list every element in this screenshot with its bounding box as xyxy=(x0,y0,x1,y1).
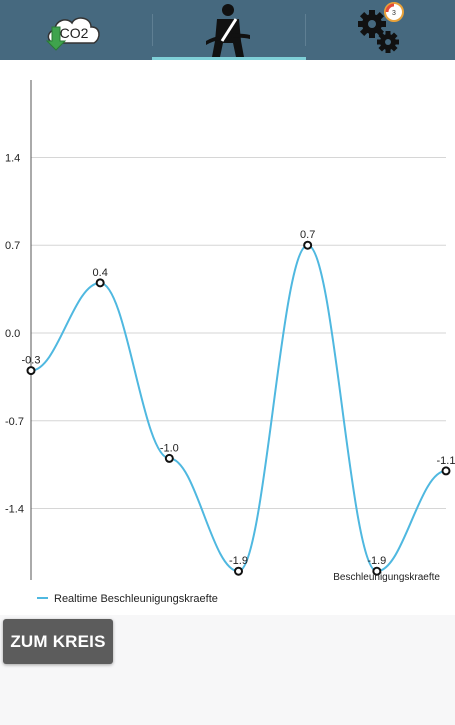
tab-settings[interactable]: 3 xyxy=(305,0,455,60)
bottom-area: ZUM KREIS xyxy=(0,615,455,725)
data-label: -1.0 xyxy=(160,442,179,454)
data-label: -1.9 xyxy=(229,555,248,567)
legend-label: Realtime Beschleunigungskraefte xyxy=(54,593,218,605)
tab-divider xyxy=(305,14,306,46)
data-point xyxy=(95,278,105,288)
seatbelt-driver-icon xyxy=(206,4,250,57)
y-tick-label: 0.0 xyxy=(5,328,20,340)
data-point xyxy=(234,566,243,576)
tab-co2[interactable]: CO2 xyxy=(0,0,152,60)
co2-label: CO2 xyxy=(60,25,89,41)
data-label: 0.4 xyxy=(93,267,108,279)
co2-cloud-download-icon: CO2 xyxy=(45,17,100,51)
data-point xyxy=(372,566,382,576)
tab-seatbelt[interactable] xyxy=(152,0,304,60)
data-label: -1.9 xyxy=(367,555,386,567)
y-tick-label: 0.7 xyxy=(5,240,20,252)
y-tick-label: -0.7 xyxy=(5,416,24,428)
y-tick-label: 1.4 xyxy=(5,152,20,164)
active-tab-indicator xyxy=(152,57,306,60)
data-label: 0.7 xyxy=(300,229,315,241)
tab-divider xyxy=(152,14,153,46)
data-point xyxy=(164,453,174,463)
y-tick-label: -1.4 xyxy=(5,504,24,516)
chart-svg: 1.4 0.7 0.0 -0.7 -1.4 -0.3 0.4 -1.0 -1.9 0.7 -1.9 -… xyxy=(5,80,455,605)
data-point xyxy=(26,366,36,376)
data-point xyxy=(441,466,451,476)
series-line xyxy=(30,244,447,573)
badge-count: 3 xyxy=(392,10,396,17)
gears-icon: 3 xyxy=(358,2,404,53)
data-label: -1.1 xyxy=(437,455,455,467)
data-point xyxy=(303,240,313,250)
acceleration-line-chart: 1.4 0.7 0.0 -0.7 -1.4 -0.3 0.4 -1.0 -1.9 0.7 -1.9 -… xyxy=(0,60,455,615)
data-label: -0.3 xyxy=(22,355,41,367)
chart-description: Beschleunigungskraefte xyxy=(333,572,440,583)
top-tab-bar: CO2 xyxy=(0,0,455,60)
zum-kreis-button[interactable]: ZUM KREIS xyxy=(3,619,113,664)
